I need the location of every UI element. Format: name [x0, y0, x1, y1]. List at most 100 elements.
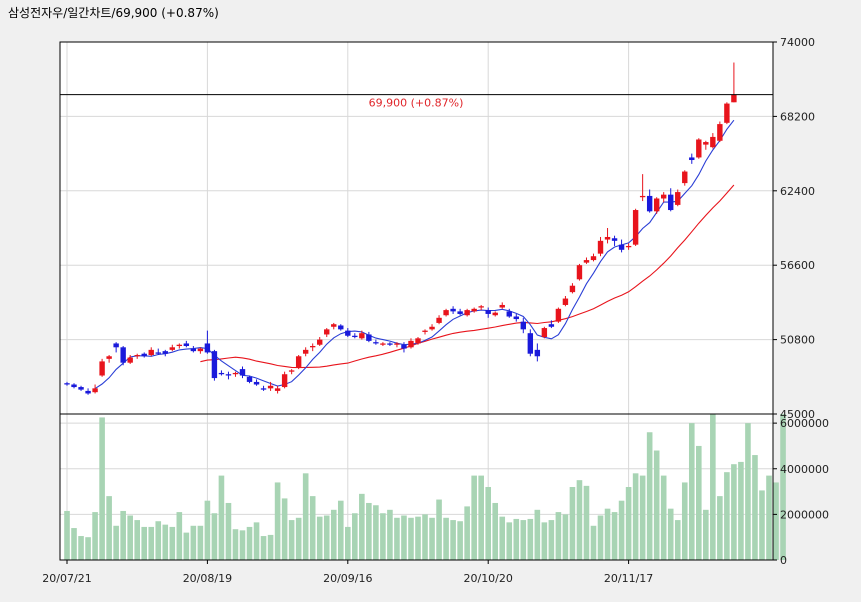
candle-body: [710, 136, 716, 148]
candle-body: [611, 238, 618, 241]
candle-down: [387, 342, 393, 347]
candle-up: [324, 328, 330, 338]
candle-body: [696, 139, 702, 158]
candle-up: [675, 189, 681, 207]
candle-body: [366, 334, 372, 341]
volume-bar: [443, 517, 449, 560]
volume-bar: [352, 513, 358, 560]
candle-up: [604, 228, 611, 244]
volume-bar: [674, 520, 681, 560]
volume-bar: [745, 423, 751, 560]
candle-up: [415, 337, 421, 345]
candle-up: [422, 329, 428, 335]
volume-bar: [197, 525, 204, 560]
candles: [64, 62, 737, 395]
volume-bar: [548, 520, 555, 560]
volume-bar: [534, 509, 541, 560]
candle-body: [562, 298, 569, 305]
candle-down: [401, 342, 407, 353]
volume-bar: [92, 512, 98, 560]
candle-down: [190, 346, 197, 353]
volume-tick-label: 2000000: [780, 508, 829, 521]
volume-bar: [450, 520, 456, 560]
candle-body: [394, 343, 400, 345]
candle-body: [78, 387, 84, 390]
volume-bar: [688, 423, 695, 560]
volume-bar: [562, 514, 569, 560]
chart-frame: [59, 41, 774, 561]
candle-body: [155, 352, 161, 354]
volume-bar: [106, 496, 112, 560]
candle-up: [127, 354, 133, 364]
volume-bar: [169, 526, 176, 560]
candle-body: [422, 330, 428, 332]
volume-bar: [323, 515, 330, 560]
volume-bar: [618, 500, 625, 560]
candle-up: [696, 138, 702, 159]
candle-down: [527, 329, 534, 357]
candle-body: [703, 142, 709, 145]
volume-axis: 6000000 4000000 2000000 0: [773, 417, 829, 567]
volume-bar: [134, 520, 140, 560]
volume-bar: [759, 490, 765, 560]
candle-up: [92, 384, 98, 394]
candle-up: [380, 342, 386, 347]
volume-bar: [309, 496, 316, 560]
candle-up: [197, 347, 204, 354]
candle-down: [85, 388, 91, 395]
candle-down: [618, 239, 625, 253]
volume-bar: [204, 500, 211, 560]
candle-down: [450, 306, 456, 314]
candle-body: [541, 328, 548, 338]
volume-bar: [295, 517, 302, 560]
candle-up: [541, 326, 548, 339]
volume-bar: [710, 414, 716, 560]
volume-bar: [478, 475, 484, 560]
volume-bar: [120, 510, 126, 560]
candle-body: [401, 344, 407, 349]
volume-bar: [190, 525, 197, 560]
candle-body: [387, 343, 393, 345]
candle-up: [394, 342, 400, 348]
candle-up: [590, 253, 597, 262]
volume-bar: [218, 475, 225, 560]
volume-bar: [541, 522, 548, 560]
volume-bar: [429, 517, 435, 560]
candle-body: [408, 340, 414, 348]
volume-bar: [415, 516, 421, 560]
volume-bar: [260, 536, 267, 560]
volume-bar: [471, 475, 477, 560]
volume-bar: [731, 464, 737, 560]
volume-bar: [401, 515, 407, 560]
volume-bar: [148, 526, 155, 560]
volume-bar: [590, 525, 597, 560]
price-tick-label: 45000: [780, 408, 815, 421]
chart-title: 삼성전자우/일간차트/69,900 (+0.87%): [8, 6, 219, 20]
price-tick-label: 74000: [780, 36, 815, 49]
candle-up: [310, 343, 316, 352]
volume-bar: [738, 461, 744, 560]
candle-body: [604, 236, 611, 240]
candle-up: [106, 354, 112, 363]
candle-up: [625, 243, 632, 250]
candle-up: [555, 307, 562, 323]
candle-down: [366, 331, 372, 343]
volume-bar: [555, 512, 562, 560]
volume-bar: [380, 513, 386, 560]
candle-body: [731, 94, 737, 103]
candle-up: [576, 263, 583, 281]
candle-up: [317, 337, 323, 347]
candle-body: [359, 333, 365, 339]
volume-bar: [78, 536, 84, 560]
candle-body: [625, 245, 632, 248]
candle-body: [324, 329, 330, 335]
candle-up: [597, 236, 604, 257]
candle-body: [211, 351, 218, 379]
volume-bar: [499, 516, 506, 560]
candle-down: [78, 385, 84, 391]
volume-bar: [576, 480, 583, 560]
candle-body: [590, 256, 597, 261]
candle-up: [302, 347, 309, 357]
candle-down: [513, 313, 519, 322]
volume-bar: [64, 510, 70, 560]
